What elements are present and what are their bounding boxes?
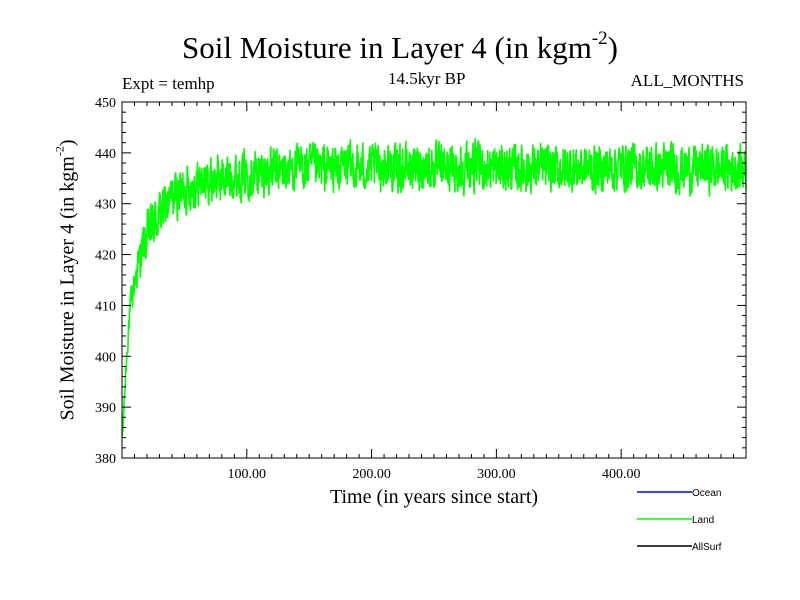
legend-label-allsurf: AllSurf — [692, 542, 722, 553]
legend: Ocean Land AllSurf — [637, 488, 722, 553]
y-tick-label: 400 — [95, 350, 116, 365]
x-tick-label: 400.00 — [602, 467, 641, 482]
y-tick-label: 450 — [95, 96, 116, 111]
chart-title-text: Soil Moisture in Layer 4 (in kgm — [182, 30, 592, 65]
x-axis-label: Time (in years since start) — [329, 486, 539, 508]
x-tick-label: 100.00 — [228, 467, 267, 482]
x-tick-label: 300.00 — [477, 467, 516, 482]
series-line-land — [121, 138, 747, 437]
y-tick-label: 420 — [95, 249, 116, 264]
months-label: ALL_MONTHS — [630, 71, 744, 90]
chart-title: Soil Moisture in Layer 4 (in kgm-2) — [0, 27, 800, 66]
legend-label-land: Land — [692, 515, 714, 526]
period-label: 14.5kyr BP — [388, 69, 466, 88]
data-layer — [121, 138, 747, 437]
y-tick-label: 390 — [95, 401, 116, 416]
y-tick-label: 380 — [95, 452, 116, 467]
axis-layer: 380 390 400 410 420 430 440 450 100.00 200.00 300.… — [95, 96, 746, 482]
x-tick-label: 200.00 — [352, 467, 391, 482]
chart-title-superscript: -2 — [591, 27, 608, 49]
y-tick-label: 440 — [95, 147, 116, 162]
legend-label-ocean: Ocean — [692, 488, 721, 499]
experiment-label: Expt = temhp — [122, 74, 215, 93]
y-tick-label: 410 — [95, 299, 116, 314]
chart-title-close: ) — [607, 30, 618, 65]
y-tick-label: 430 — [95, 198, 116, 213]
